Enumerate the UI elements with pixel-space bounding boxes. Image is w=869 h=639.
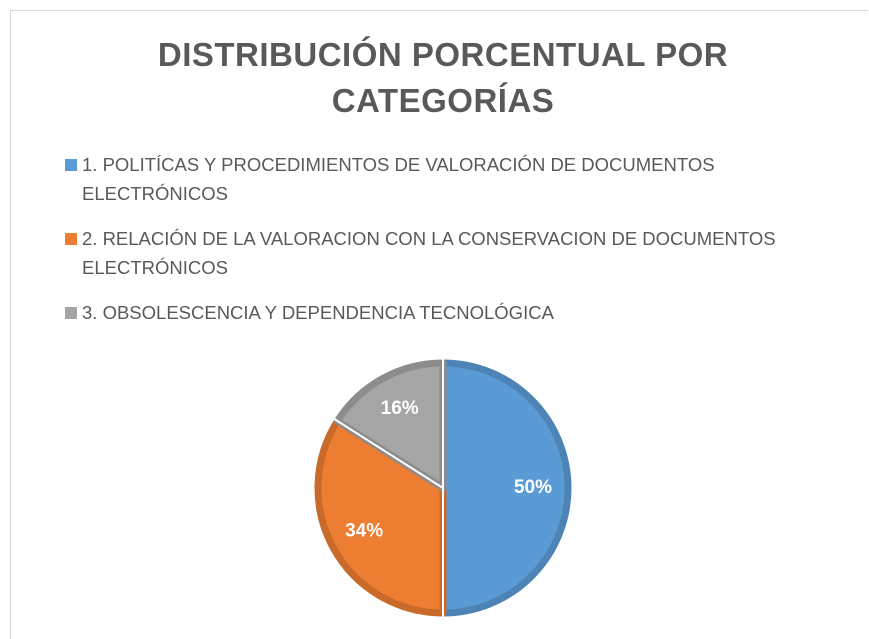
chart-title: DISTRIBUCIÓN PORCENTUAL POR CATEGORÍAS [157,36,729,119]
pie-slice [439,359,572,617]
legend-label: 1. POLITÍCAS Y PROCEDIMIENTOS DE VALORAC… [82,154,715,204]
legend-label: 3. OBSOLESCENCIA Y DEPENDENCIA TECNOLÓGI… [82,302,554,323]
data-label: 34% [345,520,383,541]
legend-swatch [65,307,77,319]
legend-swatch [65,233,77,245]
legend-swatch [65,159,77,171]
data-label: 50% [514,477,552,498]
data-label: 16% [381,398,419,419]
legend-item: 3. OBSOLESCENCIA Y DEPENDENCIA TECNOLÓGI… [62,298,842,327]
pie-slice [333,359,447,492]
legend-item: 2. RELACIÓN DE LA VALORACION CON LA CONS… [62,224,842,282]
chart-frame [10,10,868,639]
slice-separator [333,418,444,489]
legend: 1. POLITÍCAS Y PROCEDIMIENTOS DE VALORAC… [62,150,842,343]
legend-label: 2. RELACIÓN DE LA VALORACION CON LA CONS… [82,228,776,278]
legend-item: 1. POLITÍCAS Y PROCEDIMIENTOS DE VALORAC… [62,150,842,208]
